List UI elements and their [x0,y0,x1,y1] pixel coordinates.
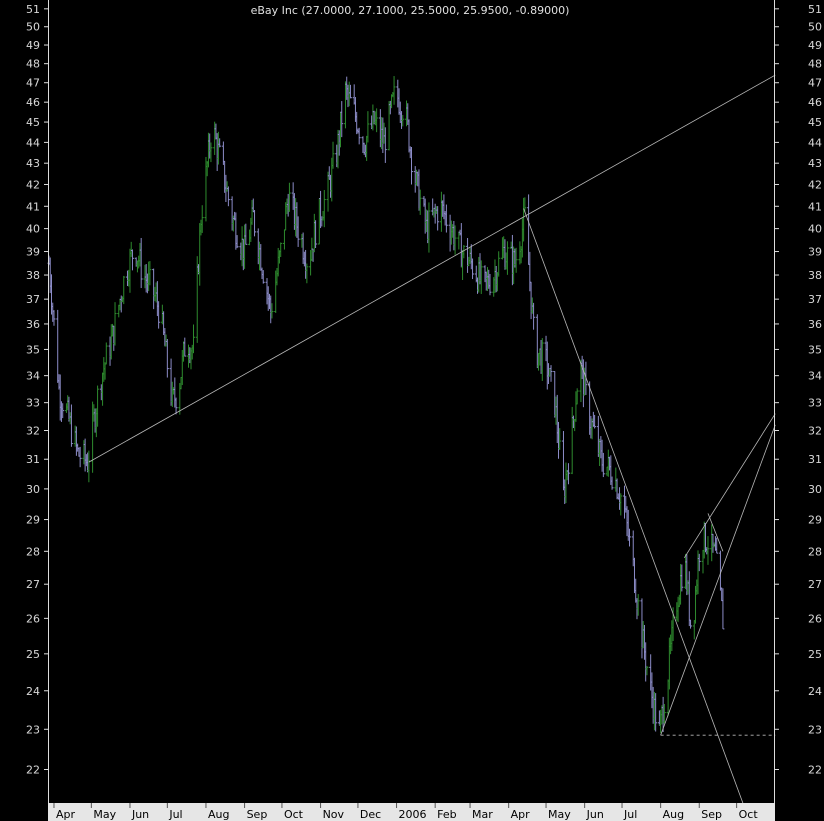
y-tick-label-left: 36 [26,318,40,331]
y-tick-label-left: 47 [26,77,40,90]
y-tick-label-right: 41 [808,200,822,213]
trendlines [88,74,776,821]
y-tick-label-left: 34 [26,370,40,383]
trendline [523,208,750,821]
y-tick-label-right: 48 [808,58,822,71]
x-tick-label: Oct [739,808,759,821]
x-tick-label: Sep [247,808,268,821]
x-tick-label: Aug [208,808,229,821]
y-tick-label-right: 30 [808,483,822,496]
price-bars [47,76,725,734]
y-tick-label-right: 24 [808,685,822,698]
y-tick-label-left: 39 [26,246,40,259]
x-tick-label: Apr [511,808,531,821]
trendline [660,424,776,736]
y-tick-label-left: 37 [26,293,40,306]
y-tick-label-right: 51 [808,3,822,16]
y-tick-label-right: 46 [808,96,822,109]
x-tick-label: Oct [284,808,304,821]
x-tick-label: Jun [586,808,604,821]
y-tick-label-left: 32 [26,425,40,438]
y-tick-label-right: 43 [808,157,822,170]
x-tick-label: Jul [623,808,637,821]
y-tick-label-left: 38 [26,269,40,282]
y-tick-label-right: 32 [808,425,822,438]
x-tick-label: Sep [701,808,722,821]
trendline [683,413,776,559]
y-tick-label-left: 33 [26,397,40,410]
y-tick-label-right: 23 [808,723,822,736]
y-tick-label-right: 44 [808,136,822,149]
y-tick-label-left: 26 [26,612,40,625]
y-tick-label-left: 43 [26,157,40,170]
y-tick-label-right: 39 [808,246,822,259]
y-tick-label-right: 22 [808,763,822,776]
trendline [88,74,776,463]
y-tick-label-left: 40 [26,223,40,236]
x-tick-label: May [93,808,116,821]
y-tick-label-right: 29 [808,514,822,527]
y-tick-label-left: 50 [26,21,40,34]
chart-title: eBay Inc (27.0000, 27.1000, 25.5000, 25.… [251,4,570,17]
y-tick-label-right: 49 [808,39,822,52]
y-tick-label-left: 31 [26,453,40,466]
y-tick-label-left: 23 [26,723,40,736]
y-tick-label-left: 49 [26,39,40,52]
x-tick-label: Aug [663,808,684,821]
y-tick-label-right: 26 [808,612,822,625]
y-tick-label-right: 45 [808,116,822,129]
y-tick-label-right: 50 [808,21,822,34]
x-axis-labels: Apr May Jun Jul Aug Sep Oct Nov Dec 2006 Feb Mar Apr… [53,803,759,821]
y-tick-label-left: 28 [26,545,40,558]
y-tick-label-right: 34 [808,370,822,383]
y-tick-label-right: 38 [808,269,822,282]
y-tick-label-right: 36 [808,318,822,331]
x-tick-label: Dec [360,808,381,821]
x-tick-label: Jul [168,808,182,821]
y-axis-ticks: 22 22 23 23 24 24 25 25 26 26 27 27 28 28 29 29 30 30 31 31… [26,3,822,777]
y-tick-label-left: 24 [26,685,40,698]
y-tick-label-right: 35 [808,343,822,356]
y-tick-label-right: 42 [808,178,822,191]
trendline [707,513,724,552]
x-tick-label: Nov [323,808,345,821]
x-tick-label: 2006 [399,808,427,821]
x-tick-label: Feb [437,808,456,821]
x-tick-label: Apr [56,808,76,821]
x-tick-label: Jun [131,808,149,821]
y-tick-label-left: 48 [26,58,40,71]
y-tick-label-right: 25 [808,648,822,661]
y-tick-label-left: 41 [26,200,40,213]
y-tick-label-left: 42 [26,178,40,191]
y-tick-label-left: 45 [26,116,40,129]
y-tick-label-left: 30 [26,483,40,496]
y-tick-label-right: 31 [808,453,822,466]
y-tick-label-right: 37 [808,293,822,306]
y-tick-label-right: 28 [808,545,822,558]
y-tick-label-right: 33 [808,397,822,410]
y-tick-label-left: 46 [26,96,40,109]
y-tick-label-left: 25 [26,648,40,661]
x-axis-band [48,803,775,821]
y-tick-label-left: 51 [26,3,40,16]
y-tick-label-right: 27 [808,578,822,591]
y-tick-label-left: 29 [26,514,40,527]
x-tick-label: Mar [472,808,493,821]
y-tick-label-left: 22 [26,763,40,776]
x-tick-label: May [548,808,571,821]
y-tick-label-left: 44 [26,136,40,149]
y-tick-label-left: 35 [26,343,40,356]
y-tick-label-left: 27 [26,578,40,591]
y-tick-label-right: 40 [808,223,822,236]
y-tick-label-right: 47 [808,77,822,90]
